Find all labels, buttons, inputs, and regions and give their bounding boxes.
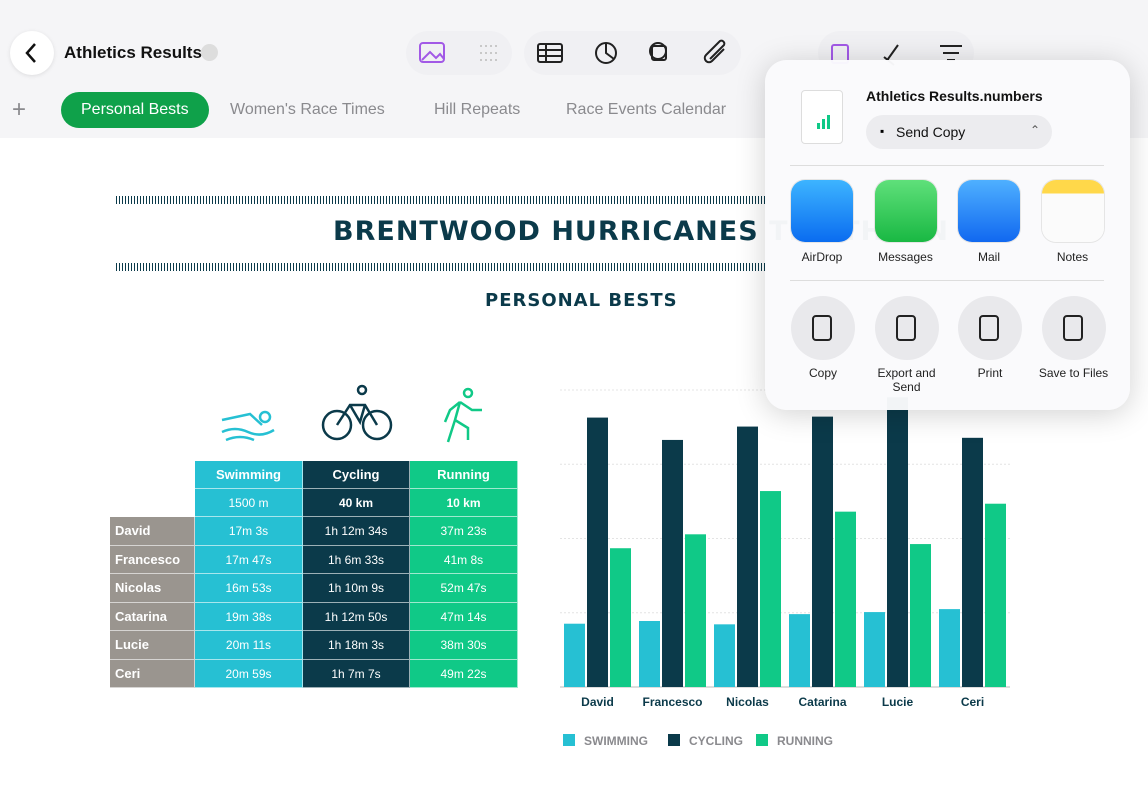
rule (116, 196, 766, 204)
share-sheet: Athletics Results.numbers Send Copy ▪ ⌃ Ai… (765, 60, 1130, 410)
time-cell: 47m 14s (410, 602, 518, 631)
sheet-subtitle: PERSONAL BESTS (485, 290, 678, 311)
athlete-name: Francesco (110, 545, 195, 574)
action-button[interactable] (874, 296, 939, 360)
title-menu[interactable] (201, 44, 218, 61)
bar (564, 623, 585, 687)
app-label: Notes (1056, 250, 1089, 264)
action-label: Print (977, 366, 1003, 380)
column-header: Cycling (303, 461, 410, 489)
sheet-tab[interactable]: Women's Race Times (230, 101, 385, 118)
action-button[interactable] (791, 296, 855, 360)
app-label: AirDrop (801, 250, 843, 264)
athlete-name: David (110, 517, 195, 546)
legend-label: RUNNING (777, 734, 833, 748)
action-label: Save to Files (1038, 366, 1109, 380)
action-label: Copy (808, 366, 837, 380)
bar (685, 534, 706, 687)
bar (939, 609, 960, 687)
legend-label: SWIMMING (584, 734, 648, 748)
column-header: Running (410, 461, 518, 489)
action-button[interactable] (1041, 296, 1106, 360)
bar (737, 426, 758, 687)
app-icon[interactable] (1041, 180, 1104, 242)
time-cell: 38m 30s (410, 631, 518, 660)
file-icon (801, 90, 843, 144)
time-cell: 16m 53s (195, 574, 303, 603)
sheet-tab[interactable]: Personal Bests (61, 92, 209, 128)
athlete-name: Catarina (110, 602, 195, 631)
app-icon[interactable] (791, 180, 853, 242)
x-tick-label: Catarina (798, 695, 846, 709)
bar (587, 417, 608, 687)
insert-group[interactable] (524, 31, 741, 75)
x-tick-label: Francesco (642, 695, 702, 709)
time-cell: 52m 47s (410, 574, 518, 603)
athlete-name: Ceri (110, 659, 195, 688)
sport-icons (221, 384, 482, 443)
time-cell: 20m 11s (195, 631, 303, 660)
file-name: Athletics Results.numbers (866, 88, 1043, 104)
column-header: Swimming (195, 461, 303, 489)
bar (864, 612, 885, 687)
distance: 40 km (303, 489, 410, 517)
distance: 1500 m (195, 489, 303, 517)
x-tick-label: Nicolas (726, 695, 769, 709)
athlete-name: Lucie (110, 631, 195, 660)
bar (662, 439, 683, 687)
time-cell: 1h 7m 7s (303, 659, 410, 688)
legend-swatch (563, 734, 575, 746)
media-group[interactable] (406, 31, 512, 75)
bar (962, 437, 983, 687)
time-cell: 1h 12m 50s (303, 602, 410, 631)
back-button[interactable] (10, 31, 54, 75)
time-cell: 49m 22s (410, 659, 518, 688)
bar (887, 397, 908, 687)
bar (812, 416, 833, 687)
legend-swatch (756, 734, 768, 746)
time-cell: 41m 8s (410, 545, 518, 574)
time-cell: 17m 47s (195, 545, 303, 574)
time-cell: 20m 59s (195, 659, 303, 688)
app-label: Messages (878, 250, 933, 264)
bar (789, 614, 810, 687)
distance: 10 km (410, 489, 518, 517)
time-cell: 1h 12m 34s (303, 517, 410, 546)
time-cell: 1h 18m 3s (303, 631, 410, 660)
time-cell: 19m 38s (195, 602, 303, 631)
bar (910, 544, 931, 687)
send-mode-label: Send Copy (896, 124, 966, 140)
legend-swatch (668, 734, 680, 746)
legend-label: CYCLING (689, 734, 743, 748)
sheet-tab[interactable]: Race Events Calendar (566, 101, 727, 118)
app-icon[interactable] (958, 180, 1020, 242)
x-tick-label: Ceri (961, 695, 984, 709)
doc-title[interactable]: Athletics Results (64, 43, 202, 62)
bar (835, 511, 856, 687)
bar (639, 620, 660, 687)
time-cell: 1h 6m 33s (303, 545, 410, 574)
send-mode[interactable]: Send Copy ▪ ⌃ (866, 115, 1052, 149)
bar (714, 624, 735, 687)
athlete-name: Nicolas (110, 574, 195, 603)
sheet-tab[interactable]: Hill Repeats (434, 101, 521, 118)
rule (116, 263, 766, 271)
action-label: Export and Send (877, 366, 936, 394)
action-button[interactable] (958, 296, 1022, 360)
x-tick-label: David (581, 695, 614, 709)
x-tick-label: Lucie (882, 695, 914, 709)
app-label: Mail (977, 250, 1000, 264)
time-cell: 37m 23s (410, 517, 518, 546)
bar (985, 503, 1006, 687)
bar (760, 491, 781, 687)
time-cell: 17m 3s (195, 517, 303, 546)
time-cell: 1h 10m 9s (303, 574, 410, 603)
add-sheet[interactable]: + (12, 96, 27, 123)
bar (610, 548, 631, 687)
app-icon[interactable] (874, 180, 937, 242)
